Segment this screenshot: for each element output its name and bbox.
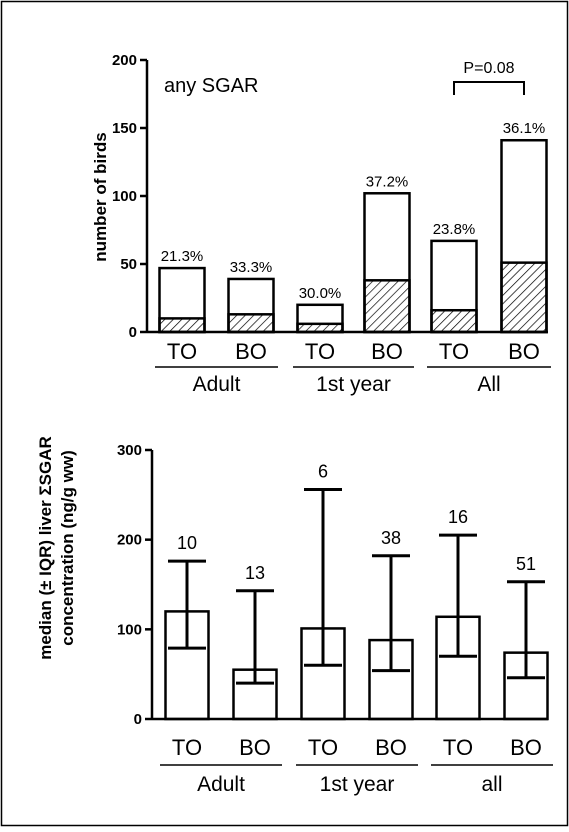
top-y-tick-label: 0 <box>129 324 137 341</box>
bottom-y-tick-label: 200 <box>117 532 142 549</box>
top-y-tick-label: 50 <box>120 256 137 273</box>
top-category-label: BO <box>508 339 540 364</box>
bottom-group-label: 1st year <box>320 773 395 796</box>
bottom-y-tick-label: 300 <box>117 442 142 459</box>
top-chart-annotation: any SGAR <box>164 75 258 97</box>
bottom-y-tick-label: 0 <box>134 711 142 728</box>
bottom-x-axis: TO BO TO BO TO BO Adult 1st year all <box>152 717 553 796</box>
percent-label: 37.2% <box>366 173 409 190</box>
bottom-chart: median (± IQR) liver ΣSGAR concentration… <box>36 436 553 796</box>
bottom-category-label: TO <box>172 735 202 760</box>
bottom-y-axis: 0 100 200 300 <box>117 442 154 728</box>
top-category-label: TO <box>439 339 469 364</box>
bottom-category-label: BO <box>510 735 542 760</box>
top-category-label: TO <box>167 339 197 364</box>
top-y-axis: 0 50 100 150 200 <box>112 52 149 341</box>
percent-label: 33.3% <box>230 259 273 276</box>
top-group-label: All <box>477 373 500 396</box>
n-label: 6 <box>318 461 328 481</box>
top-category-label: BO <box>371 339 403 364</box>
bottom-category-label: BO <box>239 735 271 760</box>
n-label: 16 <box>448 507 468 527</box>
hatched-bar <box>227 313 275 334</box>
hatched-bar <box>430 308 478 334</box>
hatched-bar <box>158 317 206 334</box>
top-y-axis-title: number of birds <box>91 132 110 261</box>
percent-label: 23.8% <box>433 221 476 238</box>
bottom-category-label: BO <box>375 735 407 760</box>
hatched-bar <box>363 279 411 334</box>
bottom-category-label: TO <box>443 735 473 760</box>
top-bars: 21.3% 33.3% 30.0% 37.2% 23.8% 36.1% <box>158 120 548 334</box>
top-x-axis: TO BO TO BO TO BO Adult 1st year All <box>147 330 551 396</box>
percent-label: 30.0% <box>299 285 342 302</box>
bottom-y-axis-title-line-2: concentration (ng/g ww) <box>58 450 77 646</box>
bottom-bars: 10 13 6 38 16 51 <box>164 461 549 721</box>
top-category-label: BO <box>235 339 267 364</box>
n-label: 13 <box>245 563 265 583</box>
bracket-line <box>453 81 525 95</box>
bottom-category-label: TO <box>308 735 338 760</box>
comparison-bracket: P=0.08 <box>453 60 525 95</box>
top-y-tick-label: 100 <box>112 188 137 205</box>
top-group-label: Adult <box>193 373 241 396</box>
top-group-label: 1st year <box>316 373 391 396</box>
top-chart: number of birds any SGAR 0 50 100 150 200 21… <box>91 52 551 396</box>
top-y-tick-label: 200 <box>112 52 137 69</box>
bottom-y-axis-title-line-1: median (± IQR) liver ΣSGAR <box>36 436 55 660</box>
bottom-group-label: Adult <box>197 773 245 796</box>
top-category-label: TO <box>305 339 335 364</box>
bottom-y-tick-label: 100 <box>117 621 142 638</box>
top-y-tick-label: 150 <box>112 120 137 137</box>
n-label: 38 <box>381 528 401 548</box>
n-label: 51 <box>516 554 536 574</box>
percent-label: 21.3% <box>161 248 204 265</box>
bottom-group-label: all <box>481 773 502 796</box>
hatched-bar <box>500 261 548 334</box>
n-label: 10 <box>177 533 197 553</box>
p-value-label: P=0.08 <box>463 60 514 77</box>
percent-label: 36.1% <box>503 120 546 137</box>
